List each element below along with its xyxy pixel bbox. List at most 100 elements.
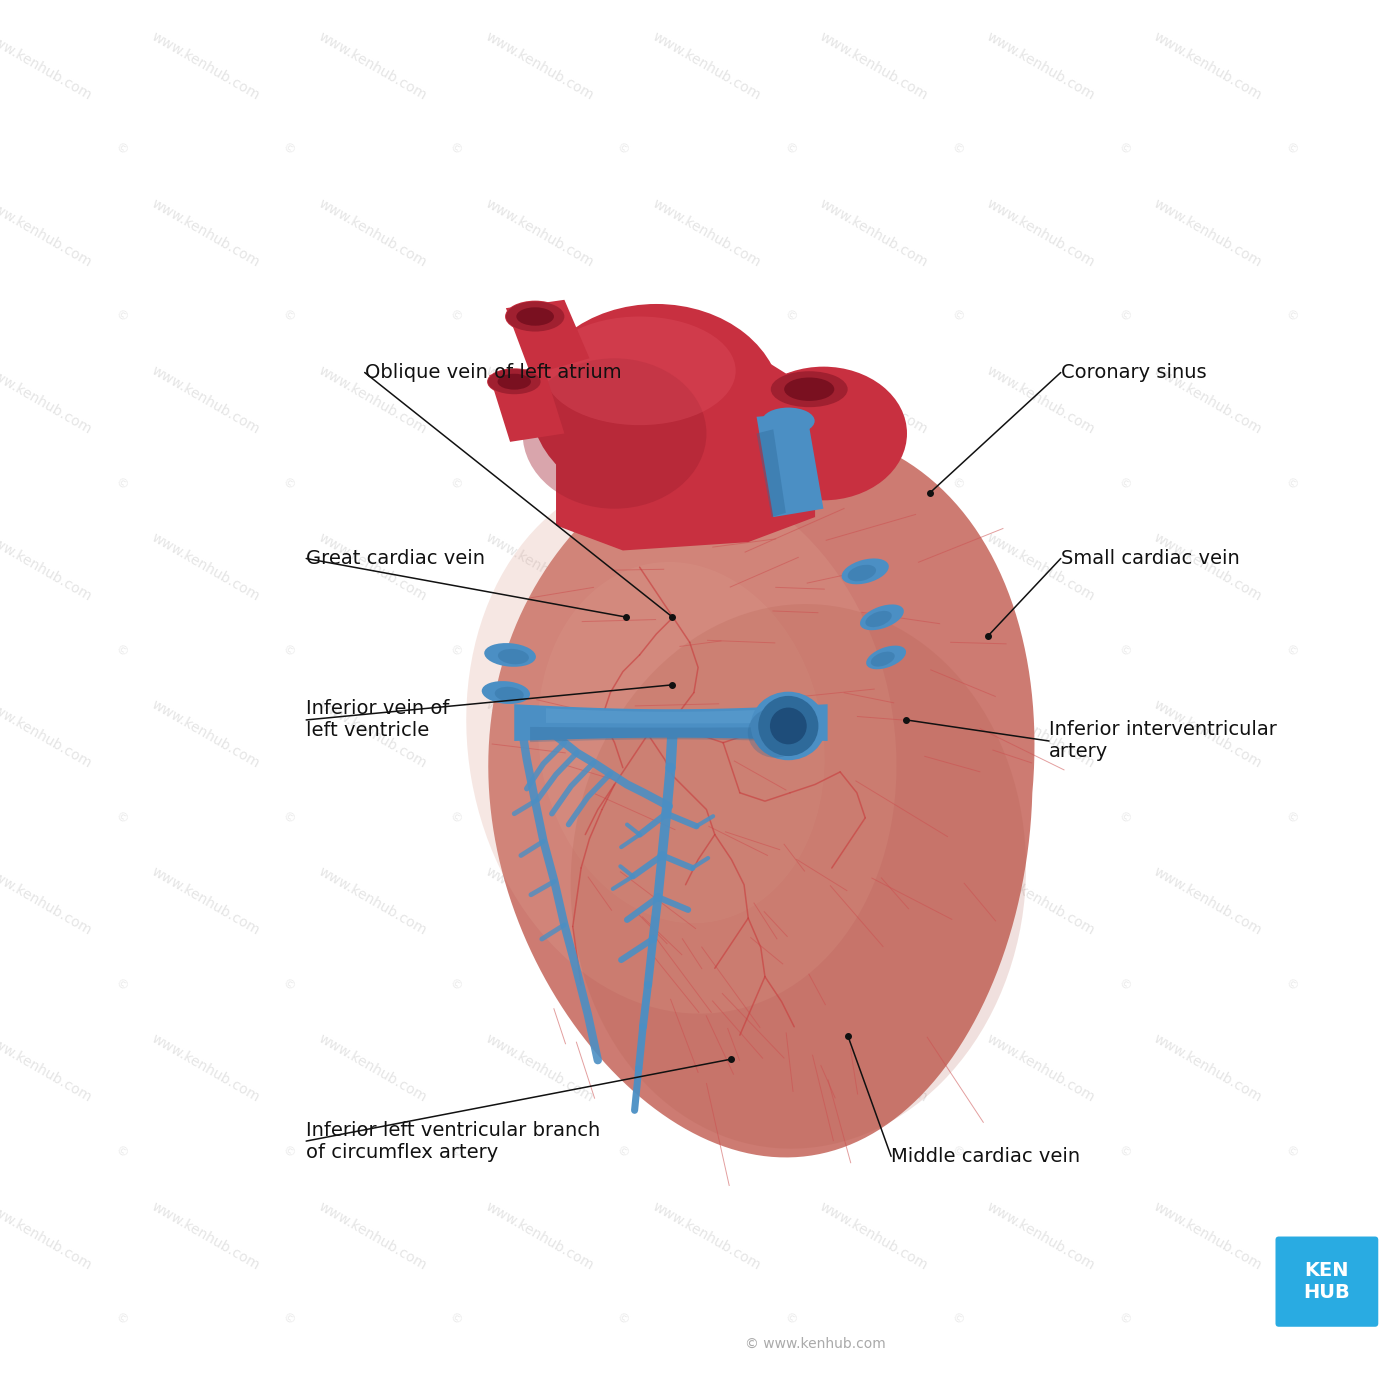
- Text: ©: ©: [280, 140, 297, 158]
- Text: www.kenhub.com: www.kenhub.com: [650, 531, 763, 603]
- Ellipse shape: [571, 603, 1026, 1148]
- Ellipse shape: [771, 371, 847, 407]
- Text: www.kenhub.com: www.kenhub.com: [1151, 364, 1264, 437]
- Text: ©: ©: [1116, 308, 1133, 325]
- Text: www.kenhub.com: www.kenhub.com: [1151, 697, 1264, 771]
- Text: ©: ©: [1116, 809, 1133, 826]
- Text: ©: ©: [280, 308, 297, 325]
- Text: www.kenhub.com: www.kenhub.com: [483, 1198, 596, 1273]
- Text: ©: ©: [615, 1310, 631, 1329]
- Text: www.kenhub.com: www.kenhub.com: [315, 196, 428, 270]
- Text: www.kenhub.com: www.kenhub.com: [1151, 196, 1264, 270]
- Text: www.kenhub.com: www.kenhub.com: [984, 697, 1098, 771]
- Text: KEN
HUB: KEN HUB: [1303, 1261, 1350, 1302]
- Text: ©: ©: [447, 809, 465, 826]
- Text: ©: ©: [447, 643, 465, 659]
- Text: www.kenhub.com: www.kenhub.com: [1151, 1032, 1264, 1105]
- Ellipse shape: [847, 564, 876, 581]
- Polygon shape: [489, 367, 564, 442]
- Text: www.kenhub.com: www.kenhub.com: [0, 531, 94, 603]
- Text: © www.kenhub.com: © www.kenhub.com: [745, 1337, 885, 1351]
- Text: ©: ©: [1282, 809, 1301, 826]
- Text: ©: ©: [113, 976, 130, 994]
- Text: ©: ©: [447, 475, 465, 493]
- Ellipse shape: [517, 308, 554, 326]
- Text: ©: ©: [948, 643, 966, 659]
- Ellipse shape: [538, 561, 825, 924]
- Text: Middle cardiac vein: Middle cardiac vein: [892, 1147, 1081, 1166]
- Text: ©: ©: [615, 976, 631, 994]
- Ellipse shape: [748, 707, 802, 757]
- Text: Oblique vein of left atrium: Oblique vein of left atrium: [364, 363, 622, 382]
- Text: ©: ©: [447, 1144, 465, 1161]
- Text: www.kenhub.com: www.kenhub.com: [0, 29, 94, 102]
- Ellipse shape: [784, 378, 834, 400]
- Text: Inferior left ventricular branch
of circumflex artery: Inferior left ventricular branch of circ…: [307, 1120, 601, 1162]
- Text: www.kenhub.com: www.kenhub.com: [0, 1198, 94, 1273]
- Text: www.kenhub.com: www.kenhub.com: [1151, 29, 1264, 102]
- Circle shape: [770, 707, 806, 745]
- Text: www.kenhub.com: www.kenhub.com: [0, 1032, 94, 1105]
- Text: www.kenhub.com: www.kenhub.com: [148, 364, 262, 437]
- Text: ©: ©: [1282, 643, 1301, 659]
- Text: ©: ©: [113, 643, 130, 659]
- Text: www.kenhub.com: www.kenhub.com: [650, 29, 763, 102]
- Ellipse shape: [531, 304, 781, 504]
- Text: www.kenhub.com: www.kenhub.com: [984, 1032, 1098, 1105]
- Text: ©: ©: [447, 140, 465, 158]
- Text: ©: ©: [1116, 643, 1133, 659]
- Text: ©: ©: [781, 643, 798, 659]
- Text: www.kenhub.com: www.kenhub.com: [818, 865, 930, 938]
- Text: ©: ©: [113, 308, 130, 325]
- Text: ©: ©: [1282, 1144, 1301, 1161]
- Text: ©: ©: [615, 809, 631, 826]
- Text: ©: ©: [1116, 475, 1133, 493]
- Ellipse shape: [494, 687, 524, 701]
- Text: ©: ©: [948, 1310, 966, 1329]
- Text: www.kenhub.com: www.kenhub.com: [984, 865, 1098, 938]
- Text: www.kenhub.com: www.kenhub.com: [650, 865, 763, 938]
- Text: www.kenhub.com: www.kenhub.com: [818, 1198, 930, 1273]
- Text: ©: ©: [1116, 976, 1133, 994]
- Text: Small cardiac vein: Small cardiac vein: [1061, 549, 1239, 568]
- Text: www.kenhub.com: www.kenhub.com: [984, 531, 1098, 603]
- Text: www.kenhub.com: www.kenhub.com: [650, 1032, 763, 1105]
- Text: www.kenhub.com: www.kenhub.com: [483, 531, 596, 603]
- Text: www.kenhub.com: www.kenhub.com: [148, 1032, 262, 1105]
- Polygon shape: [505, 300, 589, 375]
- Text: www.kenhub.com: www.kenhub.com: [315, 1032, 428, 1105]
- Text: ©: ©: [447, 976, 465, 994]
- Text: ©: ©: [113, 1144, 130, 1161]
- Ellipse shape: [543, 316, 735, 426]
- Text: www.kenhub.com: www.kenhub.com: [148, 697, 262, 771]
- Text: ©: ©: [280, 1310, 297, 1329]
- Polygon shape: [531, 727, 812, 742]
- Text: ©: ©: [615, 643, 631, 659]
- Text: www.kenhub.com: www.kenhub.com: [1151, 865, 1264, 938]
- Polygon shape: [764, 371, 865, 468]
- Text: www.kenhub.com: www.kenhub.com: [148, 29, 262, 102]
- Ellipse shape: [739, 367, 907, 500]
- Text: www.kenhub.com: www.kenhub.com: [483, 865, 596, 938]
- Polygon shape: [556, 350, 815, 550]
- Text: ©: ©: [280, 1144, 297, 1161]
- Text: www.kenhub.com: www.kenhub.com: [818, 196, 930, 270]
- Ellipse shape: [487, 368, 542, 395]
- Text: ©: ©: [615, 308, 631, 325]
- Text: www.kenhub.com: www.kenhub.com: [818, 364, 930, 437]
- Text: www.kenhub.com: www.kenhub.com: [818, 1032, 930, 1105]
- Text: www.kenhub.com: www.kenhub.com: [650, 1198, 763, 1273]
- Text: www.kenhub.com: www.kenhub.com: [315, 364, 428, 437]
- Ellipse shape: [466, 472, 896, 1014]
- Text: ©: ©: [1116, 140, 1133, 158]
- Text: www.kenhub.com: www.kenhub.com: [0, 196, 94, 270]
- Text: www.kenhub.com: www.kenhub.com: [148, 865, 262, 938]
- Ellipse shape: [497, 374, 531, 389]
- Ellipse shape: [770, 371, 848, 407]
- Text: www.kenhub.com: www.kenhub.com: [315, 1198, 428, 1273]
- Text: ©: ©: [948, 140, 966, 158]
- Ellipse shape: [762, 407, 815, 434]
- Text: www.kenhub.com: www.kenhub.com: [650, 697, 763, 771]
- Ellipse shape: [860, 605, 904, 630]
- Text: www.kenhub.com: www.kenhub.com: [818, 531, 930, 603]
